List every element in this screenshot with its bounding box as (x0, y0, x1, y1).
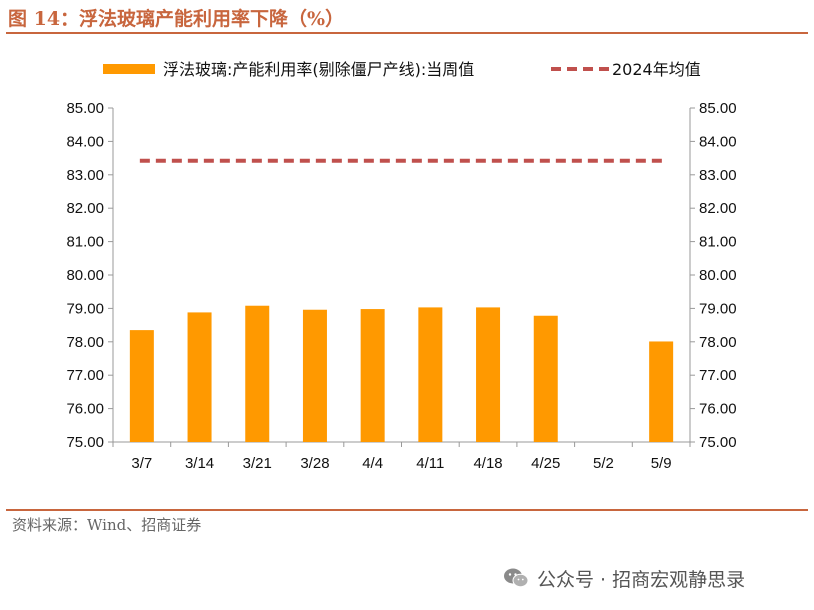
footer-divider (6, 509, 808, 511)
x-tick-label: 3/28 (300, 455, 329, 472)
title-divider (6, 32, 808, 34)
watermark: 公众号 · 招商宏观静思录 (503, 563, 745, 593)
y-tick-label-right: 82.00 (699, 200, 737, 217)
bar-4/4 (360, 309, 385, 442)
y-tick-label-right: 81.00 (699, 234, 737, 251)
bar-3/21 (245, 305, 270, 442)
y-tick-label-right: 76.00 (699, 401, 737, 418)
y-tick-label-right: 85.00 (699, 100, 737, 117)
x-tick-label: 3/14 (185, 455, 214, 472)
x-tick-label: 3/21 (243, 455, 272, 472)
y-tick-label-left: 76.00 (66, 401, 104, 418)
x-tick-label: 4/11 (416, 455, 444, 472)
wechat-icon (504, 568, 529, 588)
y-axis-right-ticks: 75.00 76.00 77.00 78.00 79.00 80.00 81.00 82.00… (690, 100, 737, 451)
y-tick-label-left: 79.00 (66, 300, 104, 317)
y-tick-label-left: 77.00 (66, 367, 104, 384)
bar-4/18 (476, 307, 501, 442)
bar-4/25 (533, 315, 558, 442)
bar-series (129, 305, 674, 442)
y-axis-left-ticks: 75.00 76.00 77.00 78.00 79.00 80.00 81.00 82.00… (66, 100, 113, 451)
watermark-text: 公众号 · 招商宏观静思录 (537, 568, 746, 591)
legend-label-average: 2024年均值 (612, 60, 701, 79)
y-tick-label-right: 80.00 (699, 267, 737, 284)
x-tick-label: 5/2 (593, 455, 614, 472)
y-tick-label-left: 85.00 (66, 100, 104, 117)
chart-title: 图 14：浮法玻璃产能利用率下降（%） (8, 8, 345, 30)
legend: 浮法玻璃:产能利用率(剔除僵尸产线):当周值 2024年均值 (103, 60, 701, 79)
legend-bar-swatch (103, 64, 155, 74)
bar-4/11 (418, 307, 443, 442)
y-tick-label-right: 75.00 (699, 434, 737, 451)
y-tick-label-left: 82.00 (66, 200, 104, 217)
y-tick-label-right: 84.00 (699, 133, 737, 150)
y-tick-label-right: 78.00 (699, 334, 737, 351)
y-tick-label-right: 77.00 (699, 367, 737, 384)
bar-3/7 (129, 330, 154, 442)
source-note: 资料来源：Wind、招商证券 (12, 516, 202, 534)
y-tick-label-left: 84.00 (66, 133, 104, 150)
bar-chart: 浮法玻璃:产能利用率(剔除僵尸产线):当周值 2024年均值 75.00 76.0… (66, 60, 737, 472)
y-tick-label-left: 81.00 (66, 234, 104, 251)
y-tick-label-right: 79.00 (699, 300, 737, 317)
y-tick-label-left: 83.00 (66, 167, 104, 184)
x-tick-label: 4/25 (531, 455, 560, 472)
x-tick-label: 4/4 (362, 455, 383, 472)
x-axis-labels: 3/7 3/14 3/21 3/28 4/4 4/11 4/18 4/25 5/2 5/9 (112, 442, 691, 472)
y-tick-label-left: 75.00 (66, 434, 104, 451)
x-tick-label: 5/9 (651, 455, 672, 472)
y-tick-label-left: 80.00 (66, 267, 104, 284)
y-tick-label-left: 78.00 (66, 334, 104, 351)
x-tick-label: 3/7 (131, 455, 152, 472)
bar-3/28 (302, 309, 327, 442)
x-tick-label: 4/18 (473, 455, 502, 472)
bar-5/9 (649, 341, 674, 442)
bar-3/14 (187, 312, 212, 442)
legend-label-weekly: 浮法玻璃:产能利用率(剔除僵尸产线):当周值 (163, 60, 474, 79)
y-tick-label-right: 83.00 (699, 167, 737, 184)
